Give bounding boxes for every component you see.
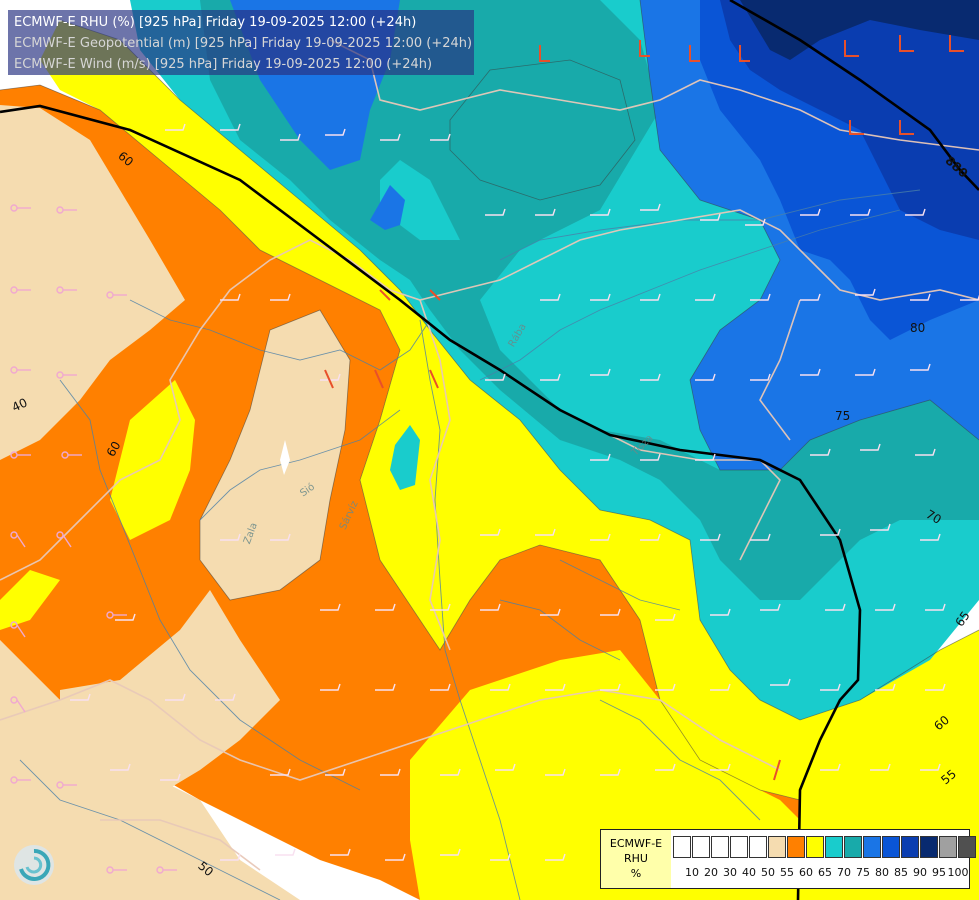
legend-tick-label: 55 — [780, 866, 794, 879]
legend-swatch — [901, 836, 919, 858]
legend-swatch — [711, 836, 729, 858]
legend-swatch — [939, 836, 957, 858]
legend-swatch — [863, 836, 881, 858]
title-geopotential: ECMWF-E Geopotential (m) [925 hPa] Frida… — [14, 36, 473, 51]
legend-tick-label: 50 — [761, 866, 775, 879]
legend-tick-label: 20 — [704, 866, 718, 879]
rh-zone-low-spot — [280, 440, 290, 475]
wind-barbs — [70, 123, 979, 861]
legend-tick-label: 95 — [932, 866, 946, 879]
geopotential-line-880 — [729, 0, 979, 191]
rh-zone-55-west — [0, 105, 185, 460]
legend-tick-label: 65 — [818, 866, 832, 879]
legend-swatch — [730, 836, 748, 858]
legend-title: ECMWF-E RHU % — [601, 830, 671, 888]
rh-zone-65-west — [110, 380, 195, 540]
legend-tick-label: 85 — [894, 866, 908, 879]
title-rhu: ECMWF-E RHU (%) [925 hPa] Friday 19-09-2… — [14, 15, 417, 30]
strong-wind-barbs — [324, 35, 964, 781]
legend-swatch — [749, 836, 767, 858]
legend-swatch — [920, 836, 938, 858]
legend-tick-label: 75 — [856, 866, 870, 879]
legend-swatches — [673, 836, 977, 858]
title-wind: ECMWF-E Wind (m/s) [925 hPa] Friday 19-0… — [14, 57, 433, 72]
contour-label-80: 80 — [910, 321, 926, 335]
legend-tick-label: 30 — [723, 866, 737, 879]
legend-tick-label: 80 — [875, 866, 889, 879]
rh-zone-55-south — [60, 590, 280, 800]
rh-zone-80-small — [370, 185, 405, 230]
rh-zone-70-pocket — [390, 425, 420, 490]
legend-swatch — [673, 836, 691, 858]
legend-tick-label: 90 — [913, 866, 927, 879]
rh-zone-95 — [740, 0, 979, 60]
borders — [0, 39, 979, 871]
legend-swatch — [882, 836, 900, 858]
rh-contour-lines — [0, 0, 979, 801]
legend-swatch — [825, 836, 843, 858]
rh-zone-65 — [40, 20, 979, 900]
legend-tick-label: 100 — [947, 866, 969, 879]
title-box: ECMWF-E RHU (%) [925 hPa] Friday 19-09-2… — [8, 10, 474, 75]
contour-label-75: 75 — [835, 409, 851, 423]
legend-swatch — [806, 836, 824, 858]
legend-tick-label: 40 — [742, 866, 756, 879]
legend-swatch — [958, 836, 976, 858]
legend-tick-label: 10 — [685, 866, 699, 879]
rh-zone-55-center — [200, 310, 350, 600]
logo-icon — [14, 845, 54, 885]
legend-swatch — [844, 836, 862, 858]
legend-title-unit: % — [630, 867, 642, 880]
legend-swatch — [787, 836, 805, 858]
legend-swatch — [692, 836, 710, 858]
rh-zone-55-bottom — [0, 640, 300, 900]
rh-zone-65-sw — [0, 570, 60, 630]
legend: ECMWF-E RHU % 10 20 30 40 50 55 60 65 70 75 80 85 90… — [600, 829, 976, 889]
legend-tick-label: 70 — [837, 866, 851, 879]
legend-title-var: RHU — [624, 852, 648, 865]
legend-title-model: ECMWF-E — [609, 837, 663, 850]
legend-tick-label: 60 — [799, 866, 813, 879]
calm-wind-markers — [10, 204, 177, 874]
rh-zone-75 — [200, 0, 979, 600]
geopotential-line-870 — [0, 104, 862, 900]
legend-swatch — [768, 836, 786, 858]
